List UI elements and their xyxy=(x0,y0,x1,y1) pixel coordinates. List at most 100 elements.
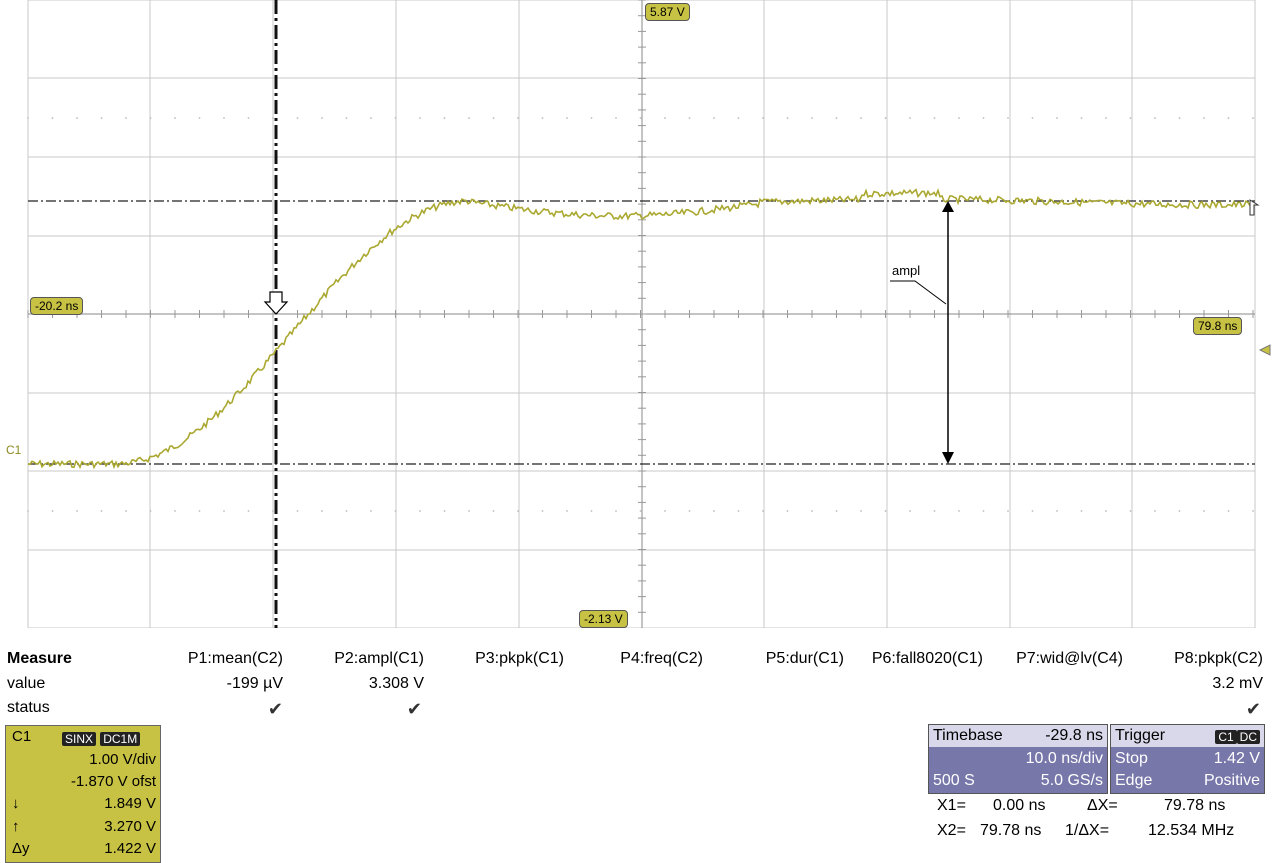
grid-dot xyxy=(688,117,691,119)
grid-dot xyxy=(1154,117,1156,119)
grid-dot xyxy=(174,510,176,512)
waveform-trace xyxy=(27,187,1251,470)
grid-dot xyxy=(639,510,642,512)
dx-value: 79.78 ns xyxy=(1164,797,1226,814)
grid-dot xyxy=(1129,117,1132,119)
grid-dot xyxy=(51,117,54,119)
grid-dot xyxy=(615,117,617,119)
grid-dot xyxy=(860,117,862,119)
cursor-arrow-icon xyxy=(263,291,289,315)
grid-dot xyxy=(811,510,813,512)
grid-dot xyxy=(149,510,152,512)
trigger-level: 1.42 V xyxy=(1213,750,1260,767)
grid-dot xyxy=(1178,510,1181,512)
grid-dot xyxy=(1056,117,1058,119)
grid-dot xyxy=(1252,510,1254,512)
grid-dot xyxy=(933,510,936,512)
grid-dot xyxy=(345,510,348,512)
down-arrow-icon: ↓ xyxy=(12,795,20,812)
grid-dot xyxy=(468,510,470,512)
grid-dot xyxy=(762,117,764,119)
offset: -1.870 V ofst xyxy=(70,773,156,790)
grid-dot xyxy=(27,117,29,119)
timebase-samples: 500 S xyxy=(933,772,975,789)
grid-dot xyxy=(590,117,593,119)
status-check-icon: ✔ xyxy=(267,699,283,719)
param-p6-name[interactable]: P6:fall8020(C1) xyxy=(871,650,983,667)
waveform-grid xyxy=(27,0,1271,628)
ampl-arrow-head-up xyxy=(942,201,954,212)
grid-dot xyxy=(321,510,323,512)
grid-dot xyxy=(76,117,78,119)
cursor-right-marker[interactable]: 79.8 ns xyxy=(1193,317,1243,335)
ampl-arrow-head-down xyxy=(942,452,954,464)
x2-label: X2= xyxy=(937,822,966,839)
cursor-level-low: 1.849 V xyxy=(104,795,156,812)
param-p7-name[interactable]: P7:wid@lv(C4) xyxy=(1016,650,1123,667)
grid-dot xyxy=(982,117,985,119)
top-level-marker[interactable]: 5.87 V xyxy=(645,3,690,21)
grid-dot xyxy=(468,117,470,119)
channel-marker: C1 xyxy=(6,443,22,457)
grid-dot xyxy=(1105,117,1107,119)
grid-dot xyxy=(541,510,544,512)
grid-dot xyxy=(223,510,225,512)
x2-value: 79.78 ns xyxy=(980,822,1042,839)
cursor-level-high: 3.270 V xyxy=(104,818,156,835)
param-p1-name[interactable]: P1:mean(C2) xyxy=(187,650,283,667)
grid-dot xyxy=(517,510,519,512)
grid-dot xyxy=(884,117,887,119)
grid-dot xyxy=(541,117,544,119)
scope-display: C1 5.87 V -2.13 V -20.2 ns 79.8 ns ampl xyxy=(6,0,1271,628)
trigger-box[interactable]: Trigger C1 DC Stop 1.42 V Edge Positive xyxy=(1110,724,1265,794)
grid-dot xyxy=(566,510,568,512)
grid-dot xyxy=(296,117,299,119)
grid-dot xyxy=(713,510,715,512)
channel-c1-box[interactable]: C1 SINX DC1M 1.00 V/div -1.870 V ofst ↓ … xyxy=(5,725,161,863)
grid-dot xyxy=(1227,510,1230,512)
param-p5-name[interactable]: P5:dur(C1) xyxy=(765,650,844,667)
ampl-annotation: ampl xyxy=(892,263,921,278)
ref-marker-icon xyxy=(1249,199,1260,216)
grid-dot xyxy=(664,510,666,512)
grid-dot xyxy=(394,117,397,119)
timebase-box[interactable]: Timebase -29.8 ns 10.0 ns/div 500 S 5.0 … xyxy=(928,724,1108,794)
grid-dot xyxy=(125,510,127,512)
grid-dot xyxy=(370,117,372,119)
grid-dot xyxy=(933,117,936,119)
value-row-label: value xyxy=(7,675,46,692)
status-check-icon: ✔ xyxy=(1245,699,1261,719)
grid-dot xyxy=(786,117,789,119)
trigger-slope: Positive xyxy=(1203,772,1260,789)
x1-label: X1= xyxy=(937,797,966,814)
bottom-level-marker[interactable]: -2.13 V xyxy=(579,610,628,628)
timebase-per-div: 10.0 ns/div xyxy=(1025,750,1103,767)
status-check-icon: ✔ xyxy=(406,699,422,719)
grid-dot xyxy=(958,117,960,119)
grid-dot xyxy=(345,117,348,119)
param-p2-name[interactable]: P2:ampl(C1) xyxy=(334,650,424,667)
grid-dot xyxy=(321,117,323,119)
grid-dot xyxy=(394,510,397,512)
ampl-leader-line xyxy=(890,280,947,305)
grid-dot xyxy=(100,510,103,512)
x1-value: 0.00 ns xyxy=(993,797,1046,814)
grid-dot xyxy=(590,510,593,512)
timebase-sample-rate: 5.0 GS/s xyxy=(1040,772,1103,789)
inv-dx-label: 1/ΔX= xyxy=(1065,822,1110,839)
grid-dot xyxy=(1007,510,1009,512)
trigger-source-badge: C1 xyxy=(1215,730,1237,744)
grid-dot xyxy=(958,510,960,512)
grid-dot xyxy=(492,510,495,512)
grid-dot xyxy=(247,510,250,512)
grid-dot xyxy=(198,510,201,512)
param-p3-name[interactable]: P3:pkpk(C1) xyxy=(475,650,564,667)
grid-dot xyxy=(615,510,617,512)
grid-dot xyxy=(909,510,911,512)
grid-dot xyxy=(786,510,789,512)
cursor-left-marker[interactable]: -20.2 ns xyxy=(30,297,84,315)
grid-dot xyxy=(737,117,740,119)
grid-dot xyxy=(737,510,740,512)
param-p8-name[interactable]: P8:pkpk(C2) xyxy=(1174,650,1263,667)
param-p4-name[interactable]: P4:freq(C2) xyxy=(620,650,703,667)
